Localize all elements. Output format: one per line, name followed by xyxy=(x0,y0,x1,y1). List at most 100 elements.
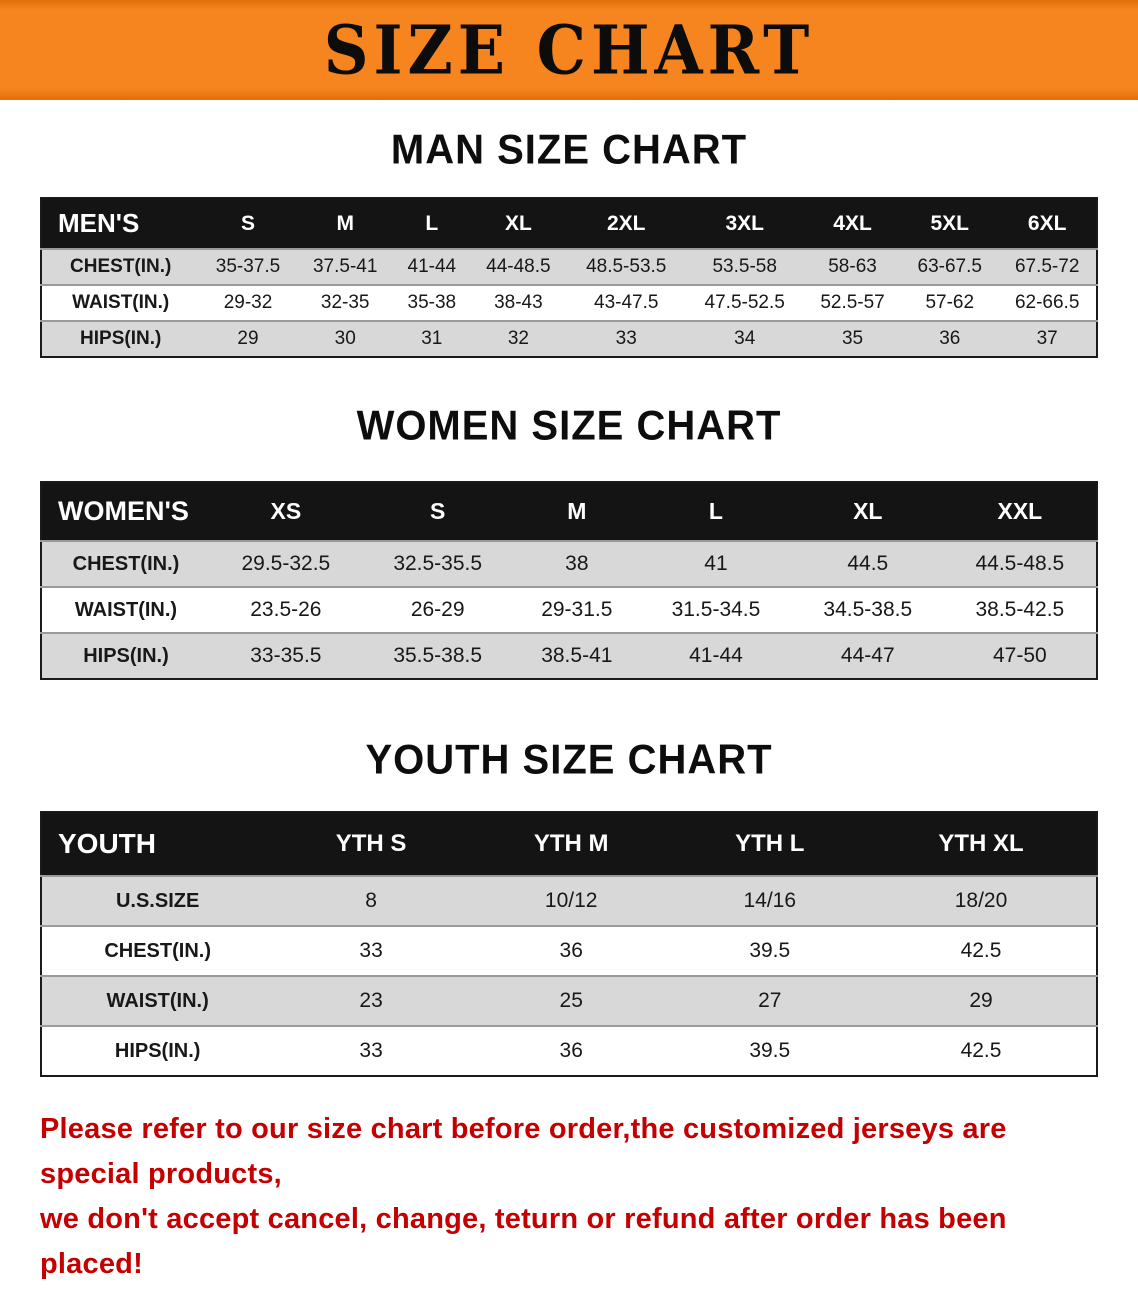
size-value-cell: 39.5 xyxy=(749,1039,791,1062)
size-value-cell: 34.5-38.5 xyxy=(823,598,913,621)
size-value-cell: 35-37.5 xyxy=(215,256,281,277)
row-label: WAIST(IN.) xyxy=(72,292,170,313)
table-corner-label: MEN'S xyxy=(41,198,200,249)
size-value-cell: 37.5-41 xyxy=(312,256,378,277)
table-row: WAIST(IN.) 29-32 32-35 35-38 38-43 43-47.5 47.… xyxy=(41,285,1097,321)
size-column-header: 5XL xyxy=(901,198,999,249)
size-value-cell: 33 xyxy=(615,328,637,349)
table-row: HIPS(IN.) 33-35.5 35.5-38.5 38.5-41 41-44 44-… xyxy=(41,633,1097,679)
size-value-cell: 35-38 xyxy=(407,292,457,313)
men-size-table: MEN'S S M L XL 2XL 3XL 4XL 5XL 6XL CHEST(IN.) 35-37… xyxy=(40,197,1098,358)
size-column-header: M xyxy=(513,482,641,541)
size-column-header: 2XL xyxy=(567,198,686,249)
row-label: WAIST(IN.) xyxy=(106,989,209,1012)
size-value-cell: 63-67.5 xyxy=(917,256,982,277)
size-value-cell: 42.5 xyxy=(960,1039,1002,1062)
size-value-cell: 29-31.5 xyxy=(541,598,613,621)
size-value-cell: 35 xyxy=(841,328,864,349)
size-value-cell: 38-43 xyxy=(494,292,543,313)
size-column-header: S xyxy=(199,198,297,249)
size-column-header: XXL xyxy=(943,482,1097,541)
table-row: WAIST(IN.) 23.5-26 26-29 29-31.5 31.5-34.5 34… xyxy=(41,587,1097,633)
size-value-cell: 53.5-58 xyxy=(712,256,777,277)
size-value-cell: 32-35 xyxy=(320,292,370,313)
size-value-cell: 62-66.5 xyxy=(1014,292,1080,313)
size-value-cell: 23.5-26 xyxy=(250,598,322,621)
size-column-header: YTH L xyxy=(673,812,867,876)
size-column-header: L xyxy=(640,482,792,541)
size-value-cell: 44.5 xyxy=(847,552,889,575)
size-value-cell: 47.5-52.5 xyxy=(704,292,785,313)
size-value-cell: 32 xyxy=(507,328,529,349)
table-corner-label: YOUTH xyxy=(41,812,274,876)
size-value-cell: 36 xyxy=(939,328,961,349)
size-value-cell: 43-47.5 xyxy=(594,292,659,313)
size-value-cell: 33-35.5 xyxy=(250,644,322,667)
table-row: HIPS(IN.) 33 36 39.5 42.5 xyxy=(41,1026,1097,1076)
youth-section-heading: YOUTH SIZE CHART xyxy=(365,736,773,784)
row-label: WAIST(IN.) xyxy=(74,598,178,621)
row-label: CHEST(IN.) xyxy=(70,256,172,277)
size-value-cell: 52.5-57 xyxy=(820,292,885,313)
page-title: SIZE CHART xyxy=(323,10,815,90)
size-value-cell: 41-44 xyxy=(407,256,457,277)
size-value-cell: 27 xyxy=(758,989,782,1012)
size-value-cell: 36 xyxy=(559,1039,583,1062)
table-corner-label: WOMEN'S xyxy=(41,482,210,541)
size-value-cell: 31.5-34.5 xyxy=(671,598,761,621)
size-value-cell: 18/20 xyxy=(954,889,1008,912)
table-row: CHEST(IN.) 35-37.5 37.5-41 41-44 44-48.5 48.5… xyxy=(41,249,1097,285)
table-row: HIPS(IN.) 29 30 31 32 33 34 35 36 37 xyxy=(41,321,1097,357)
size-value-cell: 29 xyxy=(969,989,993,1012)
row-label: CHEST(IN.) xyxy=(72,552,180,575)
size-value-cell: 31 xyxy=(421,328,443,349)
size-column-header: L xyxy=(393,198,470,249)
size-value-cell: 29-32 xyxy=(223,292,273,313)
size-value-cell: 38.5-42.5 xyxy=(975,598,1065,621)
men-section: MAN SIZE CHART MEN'S S M L XL 2XL 3XL 4XL 5XL 6XL… xyxy=(0,127,1138,358)
size-chart-banner: SIZE CHART xyxy=(0,0,1138,100)
size-value-cell: 33 xyxy=(359,1039,383,1062)
disclaimer-line-1: Please refer to our size chart before or… xyxy=(40,1113,1007,1190)
size-column-header: YTH S xyxy=(273,812,469,876)
size-column-header: XL xyxy=(469,198,567,249)
size-value-cell: 67.5-72 xyxy=(1014,256,1080,277)
size-value-cell: 23 xyxy=(359,989,383,1012)
disclaimer-line-2: we don't accept cancel, change, teturn o… xyxy=(40,1202,1007,1280)
size-value-cell: 29 xyxy=(237,328,259,349)
row-label: HIPS(IN.) xyxy=(80,328,162,349)
table-header-row: WOMEN'S XS S M L XL XXL xyxy=(41,482,1097,541)
table-row: U.S.SIZE 8 10/12 14/16 18/20 xyxy=(41,876,1097,926)
size-value-cell: 42.5 xyxy=(960,939,1002,962)
table-row: CHEST(IN.) 29.5-32.5 32.5-35.5 38 41 44.5 44.5… xyxy=(41,541,1097,587)
size-value-cell: 58-63 xyxy=(828,256,877,277)
size-column-header: 3XL xyxy=(685,198,804,249)
size-value-cell: 25 xyxy=(559,989,583,1012)
size-column-header: M xyxy=(296,198,394,249)
size-value-cell: 34 xyxy=(734,328,756,349)
row-label: HIPS(IN.) xyxy=(114,1039,201,1062)
women-size-table: WOMEN'S XS S M L XL XXL CHEST(IN.) 29.5-32.5 32.5… xyxy=(40,481,1098,680)
size-value-cell: 8 xyxy=(365,889,377,912)
row-label: HIPS(IN.) xyxy=(83,644,169,667)
size-value-cell: 48.5-53.5 xyxy=(586,256,667,277)
size-column-header: XS xyxy=(209,482,362,541)
size-value-cell: 57-62 xyxy=(925,292,975,313)
size-value-cell: 10/12 xyxy=(544,889,598,912)
youth-size-table: YOUTH YTH S YTH M YTH L YTH XL U.S.SIZE 8 10/12… xyxy=(40,811,1098,1077)
women-section-heading: WOMEN SIZE CHART xyxy=(356,402,782,450)
size-value-cell: 47-50 xyxy=(992,644,1047,667)
size-value-cell: 14/16 xyxy=(743,889,797,912)
size-value-cell: 26-29 xyxy=(410,598,465,621)
size-value-cell: 35.5-38.5 xyxy=(393,644,483,667)
youth-section: YOUTH SIZE CHART YOUTH YTH S YTH M YTH L YTH… xyxy=(0,736,1138,1077)
table-row: WAIST(IN.) 23 25 27 29 xyxy=(41,976,1097,1026)
size-column-header: YTH M xyxy=(468,812,674,876)
size-value-cell: 32.5-35.5 xyxy=(393,552,483,575)
table-row: CHEST(IN.) 33 36 39.5 42.5 xyxy=(41,926,1097,976)
row-label: U.S.SIZE xyxy=(115,889,200,912)
women-section: WOMEN SIZE CHART WOMEN'S XS S M L XL XXL CHEST(… xyxy=(0,402,1138,680)
disclaimer-note: Please refer to our size chart before or… xyxy=(0,1107,1138,1301)
size-column-header: 4XL xyxy=(803,198,902,249)
